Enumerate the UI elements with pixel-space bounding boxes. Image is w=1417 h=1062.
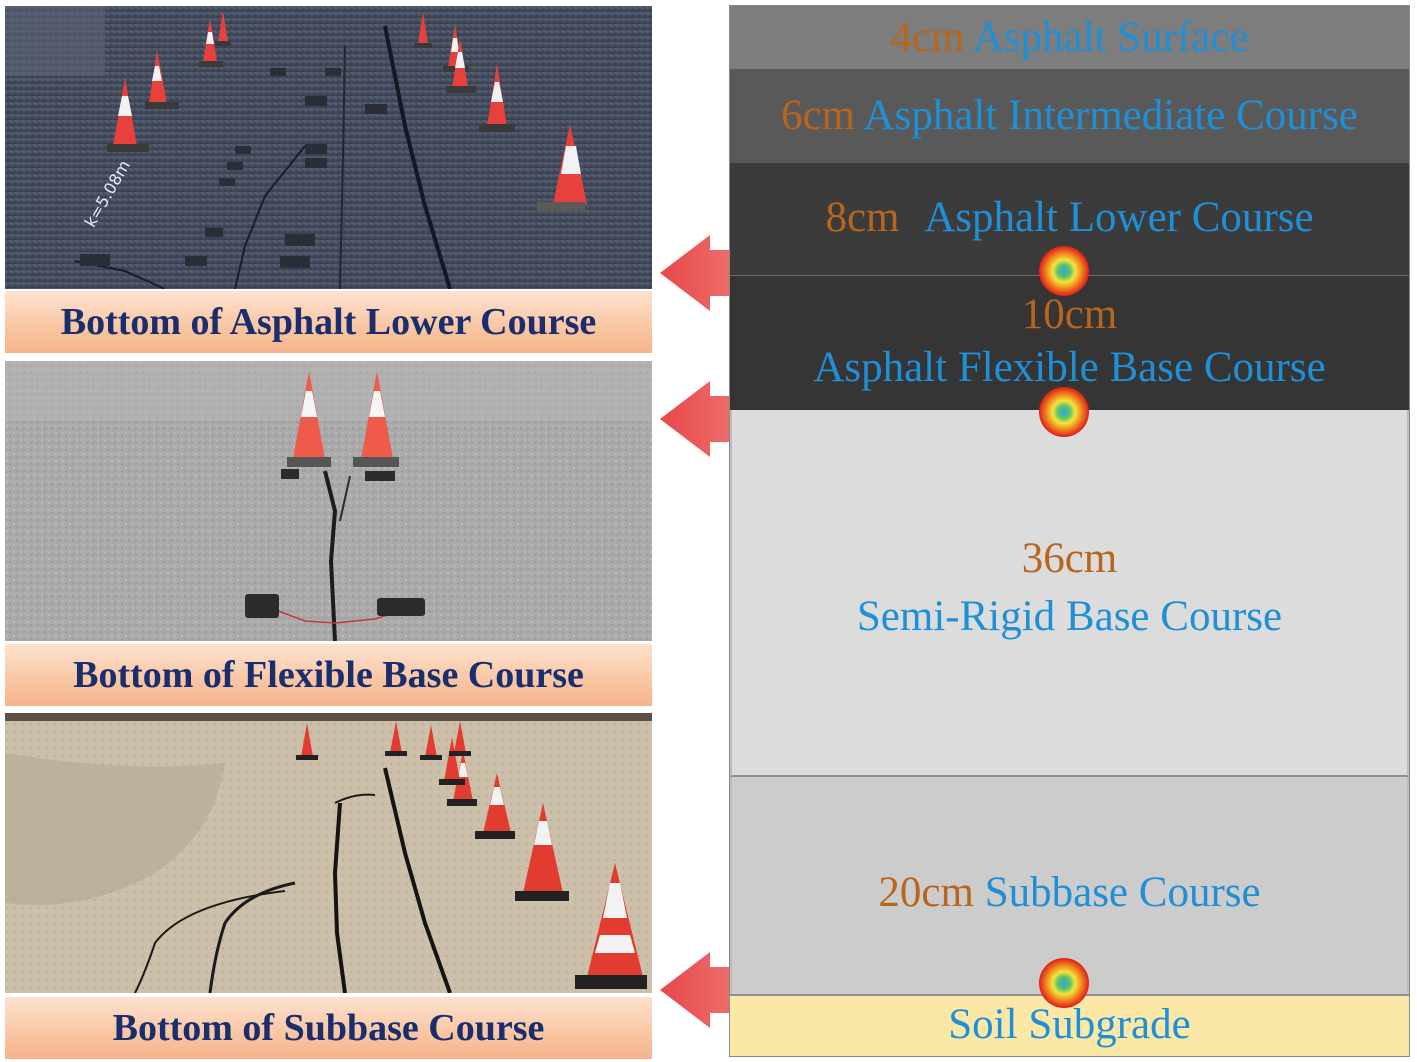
- layer-name: Asphalt Lower Course: [924, 194, 1314, 241]
- layer-thickness: 6cm: [781, 92, 856, 139]
- traffic-cone-icon: [575, 863, 647, 989]
- layer-thickness: 8cm: [825, 194, 900, 241]
- sensor-marker-icon: [1039, 246, 1089, 296]
- layer-name: Asphalt Intermediate Course: [863, 92, 1358, 139]
- sensor-marker-icon: [1039, 958, 1089, 1008]
- layer-asphalt-flexible-base-course: 10cm Asphalt Flexible Base Course: [730, 276, 1409, 410]
- photo-asphalt-lower-course: k=5.08m: [5, 6, 652, 289]
- layer-thickness: 10cm: [1021, 291, 1118, 338]
- caption-bottom-asphalt-lower-course: Bottom of Asphalt Lower Course: [5, 291, 652, 353]
- layer-name: Semi-Rigid Base Course: [856, 593, 1283, 640]
- layer-thickness: 4cm: [890, 14, 965, 61]
- layer-name: Asphalt Surface: [972, 14, 1249, 61]
- layer-asphalt-surface: 4cm Asphalt Surface: [730, 6, 1409, 69]
- photo-subbase-course: [5, 713, 652, 993]
- layer-thickness: 36cm: [1021, 535, 1118, 582]
- sensor-marker-icon: [1039, 387, 1089, 437]
- pavement-structure-column: 4cm Asphalt Surface 6cm Asphalt Intermed…: [729, 5, 1410, 1057]
- layer-asphalt-intermediate-course: 6cm Asphalt Intermediate Course: [730, 69, 1409, 163]
- traffic-cone-icon: [107, 78, 149, 152]
- caption-bottom-flexible-base-course: Bottom of Flexible Base Course: [5, 644, 652, 706]
- caption-bottom-subbase-course: Bottom of Subbase Course: [5, 997, 652, 1059]
- traffic-cone-icon: [287, 371, 331, 467]
- layer-semi-rigid-base-course: 36cm Semi-Rigid Base Course: [730, 410, 1409, 777]
- layer-name: Soil Subgrade: [948, 1001, 1191, 1048]
- layer-thickness: 20cm: [878, 869, 974, 916]
- photo-flexible-base-course: [5, 361, 652, 641]
- layer-subbase-course: 20cm Subbase Course: [730, 777, 1409, 994]
- layer-name: Asphalt Flexible Base Course: [813, 344, 1326, 391]
- layer-name: Subbase Course: [984, 869, 1261, 916]
